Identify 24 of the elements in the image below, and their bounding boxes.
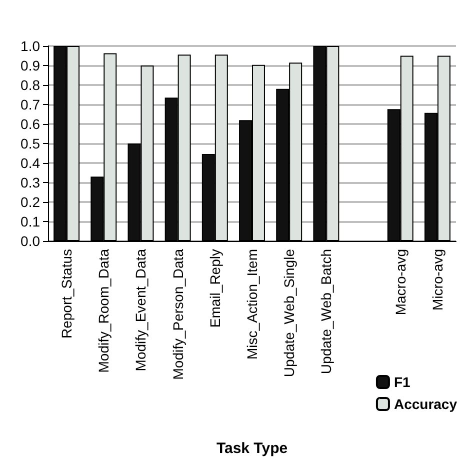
y-tick-label: 1.0 (20, 38, 40, 54)
x-tick-label: Macro-avg (392, 249, 408, 316)
x-tick-label: Misc_Action_Item (244, 249, 260, 360)
y-tick-label: 0.0 (20, 233, 40, 249)
x-tick-label: Email_Reply (206, 249, 223, 328)
legend-label: F1 (394, 374, 411, 390)
y-tick-label: 0.9 (20, 58, 40, 74)
x-tick-label: Modify_Room_Data (96, 248, 112, 373)
x-tick-label: Modify_Person_Data (170, 248, 186, 380)
y-tick-label: 0.3 (20, 174, 40, 190)
x-tick-label: Update_Web_Batch (318, 249, 334, 374)
x-axis-title: Task Type (216, 440, 288, 457)
legend-label: Accuracy (394, 396, 458, 412)
y-tick-label: 0.8 (20, 77, 40, 93)
x-tick-label: Update_Web_Single (281, 248, 298, 378)
y-tick-label: 0.4 (20, 155, 40, 171)
x-tick-label: Micro-avg (429, 249, 446, 310)
x-tick-label: Report_Status (58, 249, 75, 338)
y-tick-label: 0.5 (20, 136, 40, 152)
y-tick-label: 0.6 (20, 116, 40, 132)
y-tick-label: 0.7 (20, 96, 40, 112)
y-tick-label: 0.1 (20, 214, 40, 230)
y-tick-label: 0.2 (20, 194, 40, 210)
x-tick-label: Modify_Event_Data (132, 248, 149, 372)
